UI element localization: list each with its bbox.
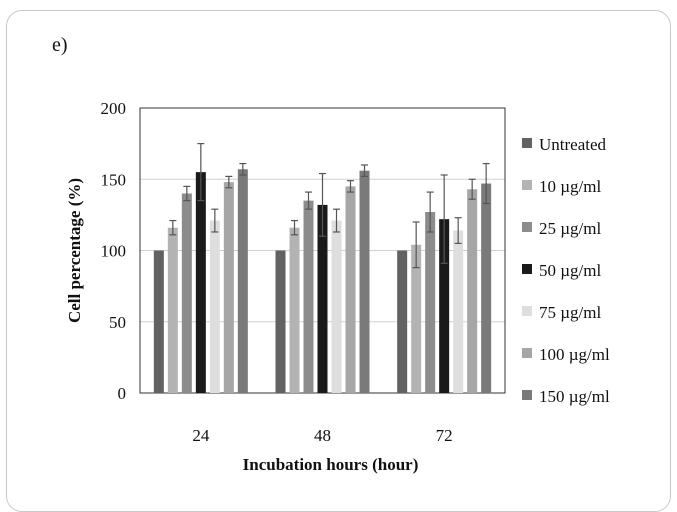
bar [332, 221, 342, 393]
y-tick-label: 200 [101, 99, 127, 118]
bar [397, 251, 407, 394]
legend-swatch [522, 306, 532, 316]
bar [290, 228, 300, 393]
bar [481, 184, 491, 393]
x-axis-title: Incubation hours (hour) [243, 455, 419, 474]
bar [276, 251, 286, 394]
legend-label: 150 µg/ml [539, 387, 610, 406]
legend-label: 75 µg/ml [539, 303, 601, 322]
y-tick-label: 100 [101, 242, 127, 261]
x-tick-label: 24 [192, 426, 210, 445]
legend-swatch [522, 222, 532, 232]
y-tick-label: 50 [109, 313, 126, 332]
bar [182, 194, 192, 394]
bar [210, 221, 220, 393]
bar [154, 251, 164, 394]
legend-label: 100 µg/ml [539, 345, 610, 364]
bar-chart: 0 50 100 150 200 24 48 72 Incubation hours (hour… [0, 0, 677, 485]
legend-swatch [522, 390, 532, 400]
bar [360, 171, 370, 393]
x-tick-label: 72 [436, 426, 453, 445]
x-tick-label: 48 [314, 426, 331, 445]
legend-label: 25 µg/ml [539, 219, 601, 238]
bar [346, 186, 356, 393]
bar [453, 231, 463, 393]
y-tick-label: 150 [101, 170, 127, 189]
bar [168, 228, 178, 393]
legend-label: 50 µg/ml [539, 261, 601, 280]
legend-label: 10 µg/ml [539, 177, 601, 196]
legend-swatch [522, 348, 532, 358]
legend-label: Untreated [539, 135, 607, 154]
y-tick-label: 0 [118, 384, 127, 403]
bar [425, 212, 435, 393]
y-axis-title: Cell percentage (%) [65, 178, 84, 323]
legend-swatch [522, 180, 532, 190]
bar [238, 169, 248, 393]
legend-swatch [522, 264, 532, 274]
figure: e) 0 50 100 150 200 24 48 72 Incubation hours (h… [0, 0, 677, 485]
bar [224, 182, 234, 393]
legend-swatch [522, 138, 532, 148]
bar [304, 201, 314, 393]
bar [467, 189, 477, 393]
bar [196, 172, 206, 393]
